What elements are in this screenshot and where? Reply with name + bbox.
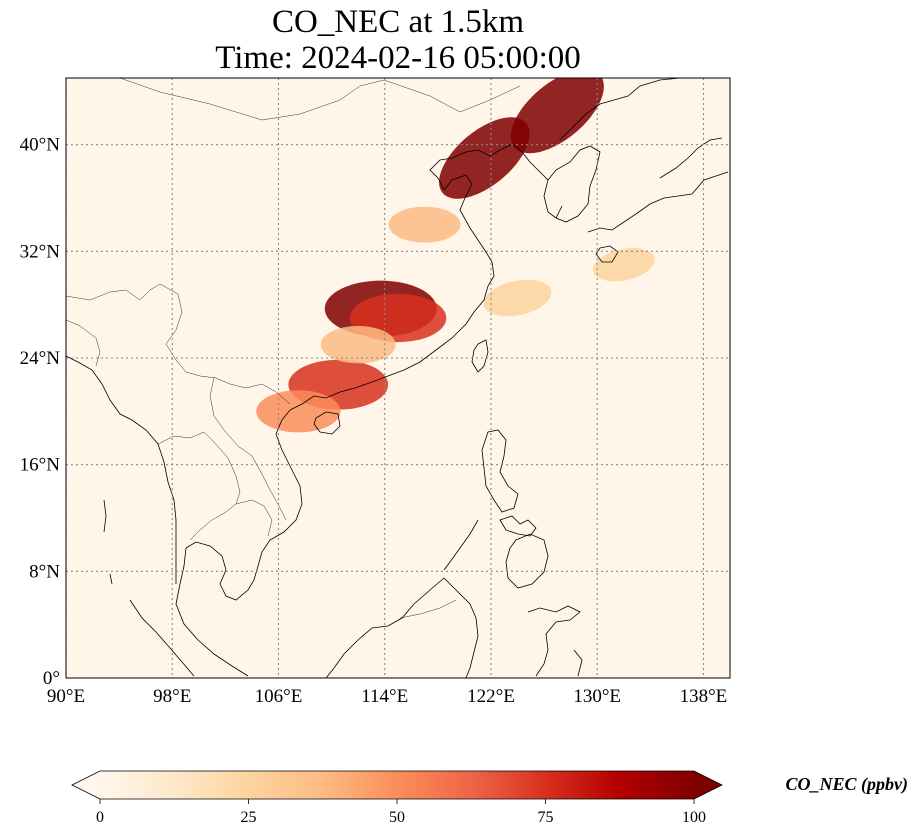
border-borneo — [399, 599, 457, 619]
colorbar-tick-label: 100 — [682, 809, 706, 826]
lat-tick-label: 24°N — [20, 348, 61, 369]
coastline-myanmar — [66, 355, 177, 584]
colorbar-extend-min — [72, 771, 100, 799]
plume-0 — [510, 78, 604, 154]
coastline-visayas — [499, 515, 537, 537]
lat-tick-label: 32°N — [20, 241, 61, 262]
map-time-subtitle: Time: 2024-02-16 05:00:00 — [215, 40, 581, 76]
concentration-field — [256, 78, 655, 433]
lon-tick-label: 114°E — [361, 686, 408, 707]
border-mongolia-china — [119, 78, 521, 121]
lon-tick-label: 138°E — [680, 686, 728, 707]
border-china-myanmar — [66, 283, 291, 405]
plume-8 — [592, 248, 655, 282]
border-bangladesh — [66, 319, 101, 367]
lat-tick-label: 0° — [43, 668, 60, 689]
lon-tick-label: 90°E — [47, 686, 85, 707]
coastlines — [66, 78, 729, 678]
longitude-tick-labels: 90°E 98°E 106°E 114°E 122°E 130°E 138°E — [47, 686, 727, 707]
coastline-sulawesi — [527, 605, 583, 677]
coastline-taiwan — [471, 339, 489, 373]
coastline-luzon — [481, 429, 519, 513]
coastline-japan — [587, 137, 729, 263]
plume-1 — [439, 117, 530, 199]
border-thailand — [157, 431, 241, 541]
coastline-russia — [559, 78, 681, 141]
coastline-indochina — [175, 409, 303, 677]
colorbar-tick-label: 50 — [389, 809, 405, 826]
map-panel — [65, 77, 731, 679]
lon-tick-label: 106°E — [255, 686, 303, 707]
coastline-andaman — [103, 499, 113, 585]
colorbar-tick-label: 0 — [96, 809, 104, 826]
border-cambodia — [235, 499, 273, 537]
coastline-china — [289, 174, 495, 411]
lon-tick-label: 122°E — [467, 686, 515, 707]
lat-tick-label: 16°N — [20, 455, 61, 476]
coastline-borneo — [325, 577, 479, 678]
coastline-korea — [547, 145, 601, 223]
colorbar-title: CO_NEC (ppbv) — [786, 774, 909, 795]
country-borders — [66, 78, 521, 619]
latitude-tick-labels: 0° 8°N 16°N 24°N 32°N 40°N — [20, 135, 61, 689]
coastline-bohai — [429, 143, 563, 219]
coastline-hainan — [313, 411, 341, 435]
plume-9 — [320, 325, 396, 364]
map-background — [66, 78, 730, 678]
lat-tick-label: 8°N — [29, 561, 60, 582]
border-laos-vietnam — [209, 377, 287, 521]
plume-5 — [256, 390, 341, 433]
colorbar-tick-label: 75 — [538, 809, 554, 826]
colorbar-extend-max — [694, 771, 722, 799]
colorbar: 0 25 50 75 100 CO_NEC (ppbv) — [71, 770, 909, 826]
map-frame — [65, 77, 731, 679]
colorbar-ticks: 0 25 50 75 100 — [96, 799, 706, 826]
lon-tick-label: 98°E — [153, 686, 191, 707]
coastline-mindanao — [505, 533, 549, 589]
coastline-sumatra — [129, 599, 195, 677]
colorbar-gradient — [100, 771, 694, 799]
plume-7 — [388, 206, 461, 243]
lat-tick-label: 40°N — [20, 135, 61, 156]
map-title: CO_NEC at 1.5km — [271, 4, 525, 40]
coastline-palawan — [443, 519, 479, 571]
lon-tick-label: 130°E — [573, 686, 621, 707]
plume-6 — [483, 279, 552, 317]
colorbar-tick-label: 25 — [241, 809, 257, 826]
